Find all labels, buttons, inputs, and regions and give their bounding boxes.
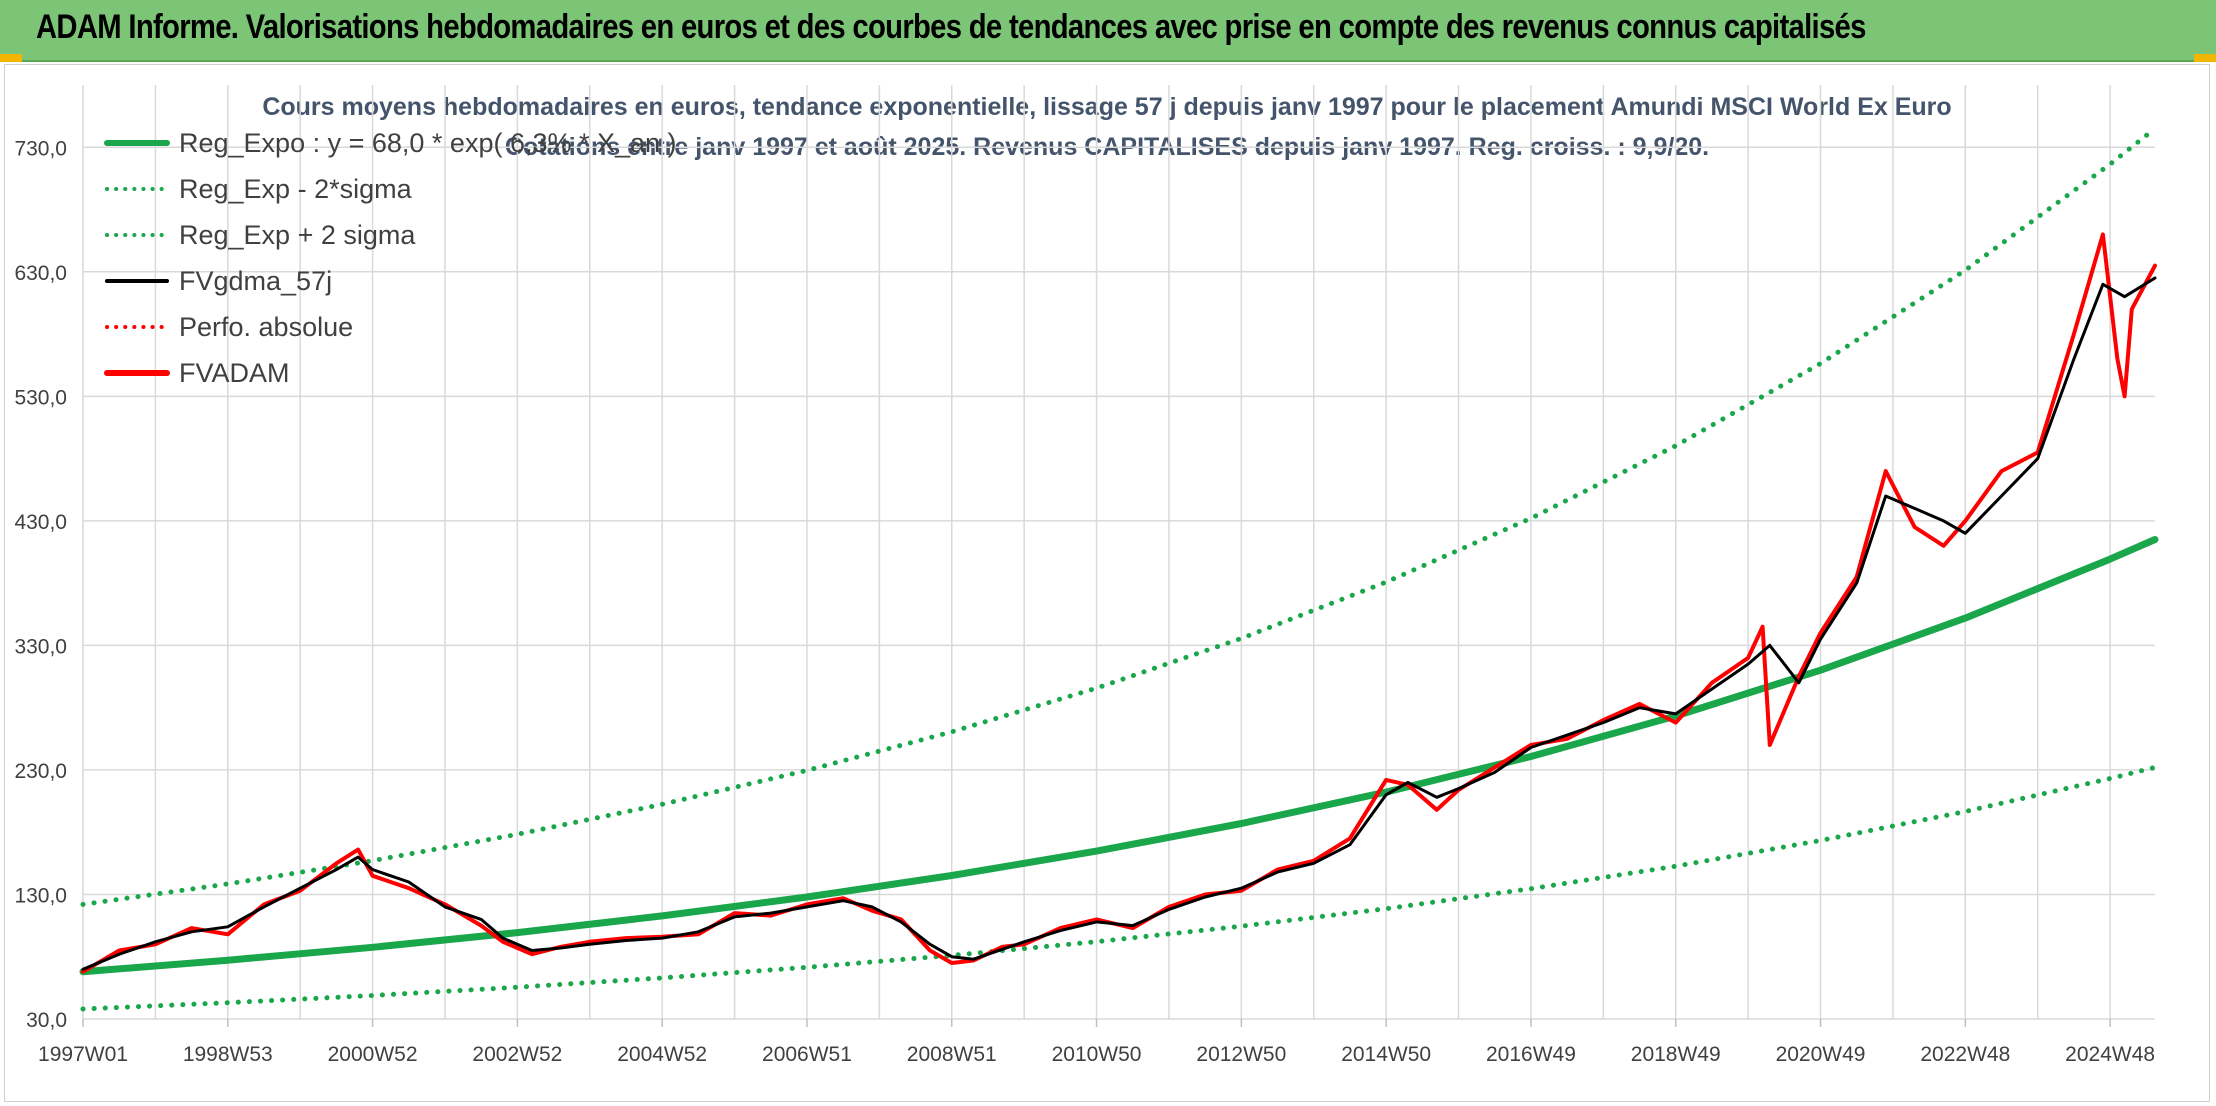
x-axis-ticks: 1997W01 1998W53 2000W52 2002W52 2004W52 2006W… <box>38 1019 2155 1066</box>
header-corner-left <box>0 54 22 62</box>
y-axis-ticks: 30,0 130,0 230,0 330,0 430,0 530,0 630,0 730,0 <box>14 137 67 1032</box>
legend-label: Reg_Exp - 2*sigma <box>179 174 413 204</box>
chart-svg: Cours moyens hebdomadaires en euros, ten… <box>14 85 2159 1066</box>
x-tick-label: 2022W48 <box>1920 1043 2010 1066</box>
x-tick-label: 2014W50 <box>1341 1043 1431 1066</box>
series-lines <box>79 126 2159 1012</box>
y-tick-label: 430,0 <box>14 511 67 534</box>
x-tick-label: 2006W51 <box>762 1043 852 1066</box>
y-tick-label: 330,0 <box>14 635 67 658</box>
x-tick-label: 2008W51 <box>907 1043 997 1066</box>
legend-label: Reg_Expo : y = 68,0 * exp( 6,3% * X_an ) <box>179 128 677 158</box>
series-line-1 <box>80 764 2158 1012</box>
legend-label: Perfo. absolue <box>179 312 353 342</box>
y-tick-label: 630,0 <box>14 262 67 285</box>
x-tick-label: 2012W50 <box>1196 1043 1286 1066</box>
report-header: ADAM Informe. Valorisations hebdomadaire… <box>0 0 2216 62</box>
report-title: ADAM Informe. Valorisations hebdomadaire… <box>36 8 1866 46</box>
series-line-3 <box>81 276 2157 971</box>
x-tick-label: 1998W53 <box>183 1043 273 1066</box>
x-tick-label: 2010W50 <box>1052 1043 1142 1066</box>
legend: Reg_Expo : y = 68,0 * exp( 6,3% * X_an )… <box>104 128 677 388</box>
legend-label: Reg_Exp + 2 sigma <box>179 220 416 250</box>
x-tick-label: 2018W49 <box>1631 1043 1721 1066</box>
y-tick-label: 530,0 <box>14 386 67 409</box>
y-tick-label: 730,0 <box>14 137 67 160</box>
x-tick-label: 2016W49 <box>1486 1043 1576 1066</box>
chart-title: Cours moyens hebdomadaires en euros, ten… <box>262 93 1951 121</box>
y-tick-label: 30,0 <box>26 1009 67 1032</box>
x-tick-label: 2000W52 <box>328 1043 418 1066</box>
header-corner-right <box>2194 54 2216 62</box>
x-tick-label: 2004W52 <box>617 1043 707 1066</box>
y-tick-label: 230,0 <box>14 760 67 783</box>
y-tick-label: 130,0 <box>14 884 67 907</box>
series-line-0 <box>79 536 2159 976</box>
grid-lines <box>82 85 2155 1020</box>
x-tick-label: 2024W48 <box>2065 1043 2155 1066</box>
legend-label: FVADAM <box>179 358 290 388</box>
series-line-2 <box>80 126 2158 907</box>
chart-panel: Cours moyens hebdomadaires en euros, ten… <box>4 64 2210 1102</box>
legend-label: FVgdma_57j <box>179 266 332 296</box>
x-tick-label: 1997W01 <box>38 1043 128 1066</box>
x-tick-label: 2002W52 <box>472 1043 562 1066</box>
x-tick-label: 2020W49 <box>1776 1043 1866 1066</box>
